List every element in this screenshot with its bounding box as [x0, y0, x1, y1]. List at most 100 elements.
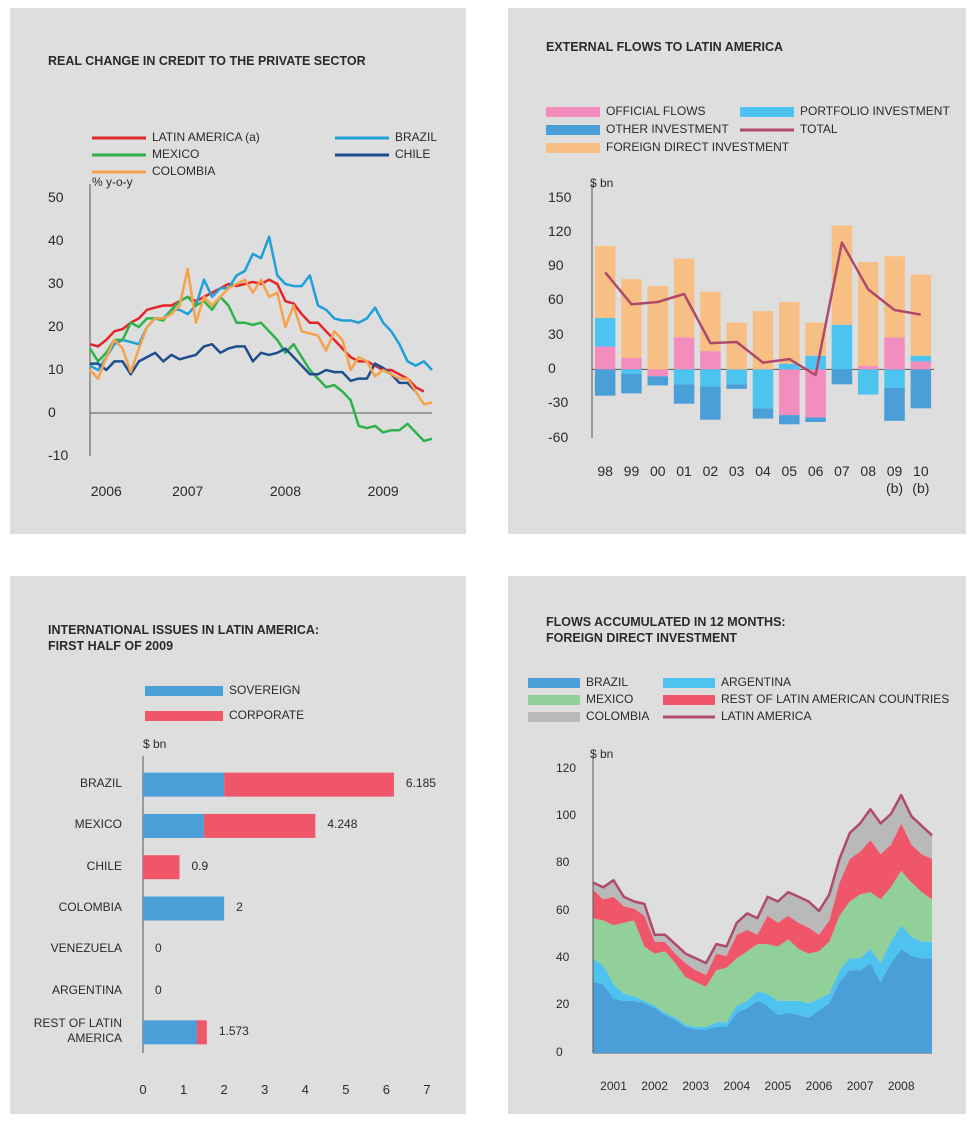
category-label-box: REST OF LATIN AMERICA: [33, 1016, 122, 1046]
bar: [621, 374, 642, 394]
axis-unit-box: $ bn: [143, 736, 167, 751]
category-label: MEXICO: [74, 817, 122, 832]
y-tick-label-box: 30: [48, 275, 64, 291]
bar: [831, 324, 853, 370]
x-tick-label-box: 04: [755, 463, 771, 479]
area: [593, 948, 932, 1053]
axis-unit: $ bn: [590, 746, 614, 761]
bar: [857, 366, 879, 370]
y-tick-label-box: 60: [548, 291, 564, 307]
legend-label-box: MEXICO: [152, 146, 200, 161]
chart-title-box: FLOWS ACCUMULATED IN 12 MONTHS: FOREIGN …: [546, 615, 786, 645]
series-line: [89, 267, 433, 406]
legend-label-box: PORTFOLIO INVESTMENT: [800, 103, 950, 118]
y-tick-label: 50: [48, 188, 64, 205]
legend-label-box: COLOMBIA: [586, 709, 649, 723]
legend-label: MEXICO: [152, 146, 200, 161]
value-label-box: 6.185: [405, 776, 436, 791]
legend-label: OTHER INVESTMENT: [606, 121, 729, 136]
bar: [196, 1020, 207, 1045]
legend-label: FOREIGN DIRECT INVESTMENT: [606, 139, 790, 154]
x-tick-label: 00: [649, 463, 666, 479]
chart-title: FLOWS ACCUMULATED IN 12 MONTHS: FOREIGN …: [546, 615, 786, 645]
bar: [726, 322, 747, 370]
x-tick-label-box: 2001: [600, 1079, 627, 1093]
bar: [752, 369, 774, 409]
bar: [910, 274, 932, 356]
axis-unit: $ bn: [590, 175, 614, 190]
legend-label: PORTFOLIO INVESTMENT: [800, 103, 950, 118]
x-tick-label-box: 99: [623, 463, 640, 479]
bar: [700, 386, 721, 420]
x-tick-label-box: 0: [139, 1082, 146, 1097]
category-label: COLOMBIA: [58, 900, 122, 914]
x-tick-label-box: 09 (b): [886, 463, 903, 496]
axis-unit: $ bn: [143, 736, 167, 751]
area: [593, 870, 932, 1027]
bar: [143, 772, 225, 797]
legend-label: BRAZIL: [586, 674, 629, 689]
area: [593, 823, 932, 987]
x-tick-label-box: 2007: [846, 1079, 874, 1093]
y-tick-label: -30: [548, 394, 569, 411]
x-tick-label-box: 2004: [723, 1079, 750, 1093]
chart-title-box: EXTERNAL FLOWS TO LATIN AMERICA: [546, 40, 784, 54]
chart-title: EXTERNAL FLOWS TO LATIN AMERICA: [546, 40, 784, 54]
y-tick-label: 0: [48, 403, 56, 420]
y-tick-label: 40: [48, 231, 64, 248]
x-tick-label: 1: [179, 1082, 188, 1097]
value-label-box: 0: [155, 982, 162, 997]
bar: [884, 337, 905, 370]
bar: [621, 279, 642, 358]
bar: [884, 387, 905, 421]
x-tick-label-box: 1: [179, 1082, 188, 1097]
value-label: 4.248: [327, 817, 358, 832]
bar: [752, 311, 774, 370]
y-tick-label: 20: [48, 317, 64, 334]
y-tick-label-box: 120: [556, 760, 577, 775]
legend-swatch: [663, 678, 715, 688]
x-tick-label: 05: [781, 463, 798, 479]
value-label: 6.185: [405, 776, 436, 791]
legend-label-box: OFFICIAL FLOWS: [606, 104, 706, 118]
x-tick-label: 6: [382, 1082, 391, 1097]
value-label: 0: [155, 941, 162, 956]
x-tick-label: 99: [623, 463, 640, 479]
x-tick-label-box: 2008: [270, 483, 301, 499]
x-tick-label: 2006: [90, 483, 122, 499]
bar: [143, 896, 225, 921]
y-tick-label: 30: [548, 325, 564, 342]
x-tick-label-box: 2006: [806, 1079, 833, 1093]
x-tick-label-box: 2006: [90, 483, 122, 499]
value-label: 0: [155, 982, 162, 997]
y-tick-label: 80: [556, 855, 570, 870]
x-tick-label: 2009: [367, 483, 399, 499]
x-tick-label: 03: [728, 463, 745, 479]
y-tick-label-box: 50: [48, 188, 64, 205]
x-tick-label-box: 5: [342, 1082, 349, 1097]
bar: [673, 384, 695, 404]
x-tick-label-box: 06: [808, 463, 824, 479]
y-tick-label-box: 120: [548, 223, 571, 239]
bar: [779, 302, 800, 364]
value-label-box: 0.9: [192, 859, 209, 873]
bar: [910, 369, 932, 409]
chart-title-box: REAL CHANGE IN CREDIT TO THE PRIVATE SEC…: [48, 54, 366, 68]
category-label: REST OF LATIN AMERICA: [33, 1016, 122, 1046]
x-tick-label: 2007: [846, 1079, 874, 1093]
bar: [700, 369, 721, 387]
y-tick-label-box: 90: [548, 257, 564, 273]
x-tick-label: 2005: [764, 1079, 792, 1093]
axis-unit-box: % y-o-y: [92, 175, 133, 189]
legend-label: LATIN AMERICA (a): [152, 129, 260, 144]
x-tick-label: 01: [676, 463, 692, 479]
axis-unit-box: $ bn: [590, 175, 614, 190]
x-tick-label: 2001: [600, 1079, 627, 1093]
y-tick-label-box: 20: [48, 317, 64, 334]
x-tick-label: 02: [702, 463, 719, 479]
x-tick-label-box: 2005: [764, 1079, 792, 1093]
category-label-box: MEXICO: [74, 817, 122, 832]
y-tick-label: 120: [556, 760, 577, 775]
bar: [752, 408, 774, 419]
